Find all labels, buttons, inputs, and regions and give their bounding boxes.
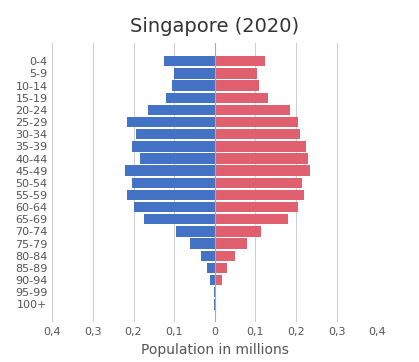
Bar xyxy=(134,202,215,212)
Bar xyxy=(207,263,215,273)
Bar xyxy=(215,287,216,297)
Bar xyxy=(144,214,215,224)
Bar xyxy=(215,56,266,67)
Title: Singapore (2020): Singapore (2020) xyxy=(130,17,299,36)
Bar xyxy=(125,165,215,176)
Bar xyxy=(215,153,308,164)
Bar xyxy=(172,80,215,91)
Bar xyxy=(215,129,300,139)
Bar xyxy=(166,93,215,103)
Bar xyxy=(132,178,215,188)
Bar xyxy=(215,105,290,115)
Bar xyxy=(136,129,215,139)
Bar xyxy=(140,153,215,164)
Bar xyxy=(215,141,306,152)
Bar xyxy=(215,251,235,261)
Bar xyxy=(215,178,302,188)
Bar xyxy=(215,263,227,273)
Bar xyxy=(215,165,310,176)
Bar xyxy=(215,299,216,310)
Bar xyxy=(215,226,261,237)
Bar xyxy=(127,190,215,200)
Bar xyxy=(190,239,215,249)
Bar xyxy=(127,117,215,127)
Bar xyxy=(215,190,304,200)
Bar xyxy=(214,287,215,297)
Bar xyxy=(201,251,215,261)
Bar xyxy=(215,80,259,91)
Bar xyxy=(215,202,298,212)
Bar xyxy=(215,275,222,285)
Bar xyxy=(215,93,267,103)
Bar xyxy=(215,214,288,224)
X-axis label: Population in millions: Population in millions xyxy=(141,342,289,357)
Bar xyxy=(174,68,215,79)
Bar xyxy=(148,105,215,115)
Bar xyxy=(215,117,298,127)
Bar xyxy=(215,68,257,79)
Bar xyxy=(210,275,215,285)
Bar xyxy=(176,226,215,237)
Bar xyxy=(164,56,215,67)
Bar xyxy=(215,239,247,249)
Bar xyxy=(132,141,215,152)
